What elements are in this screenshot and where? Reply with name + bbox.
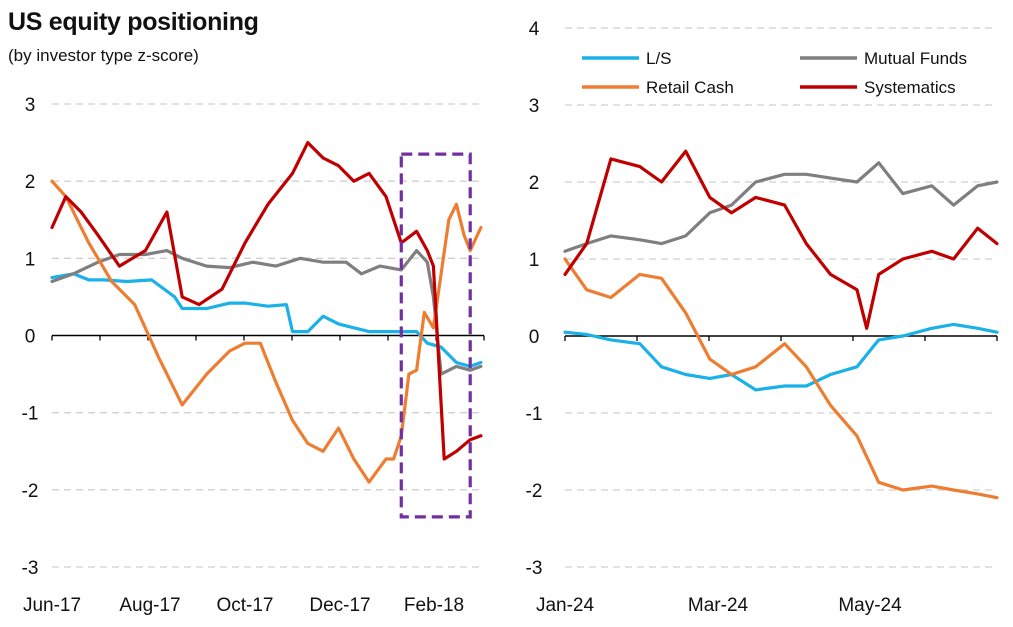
series-line-retail-cash: [563, 257, 999, 500]
legend-label: Systematics: [864, 78, 956, 97]
series-line-retail-cash: [50, 179, 483, 484]
y-tick-label: -1: [22, 404, 39, 425]
series-line-mutual-funds: [563, 161, 999, 253]
x-tick-label: Dec-17: [309, 595, 370, 616]
x-tick-label: Jan-24: [536, 595, 595, 616]
x-tick-label: Mar-24: [688, 595, 749, 616]
y-tick-label: 0: [25, 327, 36, 348]
y-tick-label: 2: [25, 172, 36, 193]
x-tick-label: Oct-17: [216, 595, 273, 616]
series-line-systematics: [50, 141, 483, 461]
y-tick-label: -2: [526, 481, 543, 502]
y-tick-label: -1: [526, 404, 543, 425]
y-tick-label: -3: [526, 558, 543, 579]
x-tick-label: Jun-17: [23, 595, 81, 616]
legend-label: L/S: [646, 49, 672, 68]
series-line-l-s: [563, 322, 999, 392]
y-tick-label: 3: [25, 95, 36, 116]
y-tick-label: 1: [25, 249, 36, 270]
y-tick-label: 1: [529, 250, 540, 271]
series-line-l-s: [50, 272, 483, 368]
chart-title: US equity positioning: [8, 8, 259, 36]
legend-label: Retail Cash: [646, 78, 734, 97]
y-tick-label: -3: [22, 558, 39, 579]
legend-label: Mutual Funds: [864, 49, 967, 68]
x-tick-label: Aug-17: [119, 595, 180, 616]
y-tick-label: 4: [529, 19, 540, 40]
chart-subtitle: (by investor type z-score): [8, 46, 199, 65]
y-tick-label: 0: [529, 327, 540, 348]
x-tick-label: May-24: [838, 595, 902, 616]
y-tick-label: 2: [529, 173, 540, 194]
series-line-systematics: [563, 149, 999, 330]
y-tick-label: -2: [22, 481, 39, 502]
highlight-box: [399, 152, 472, 519]
y-tick-label: 3: [529, 96, 540, 117]
x-tick-label: Feb-18: [404, 595, 464, 616]
